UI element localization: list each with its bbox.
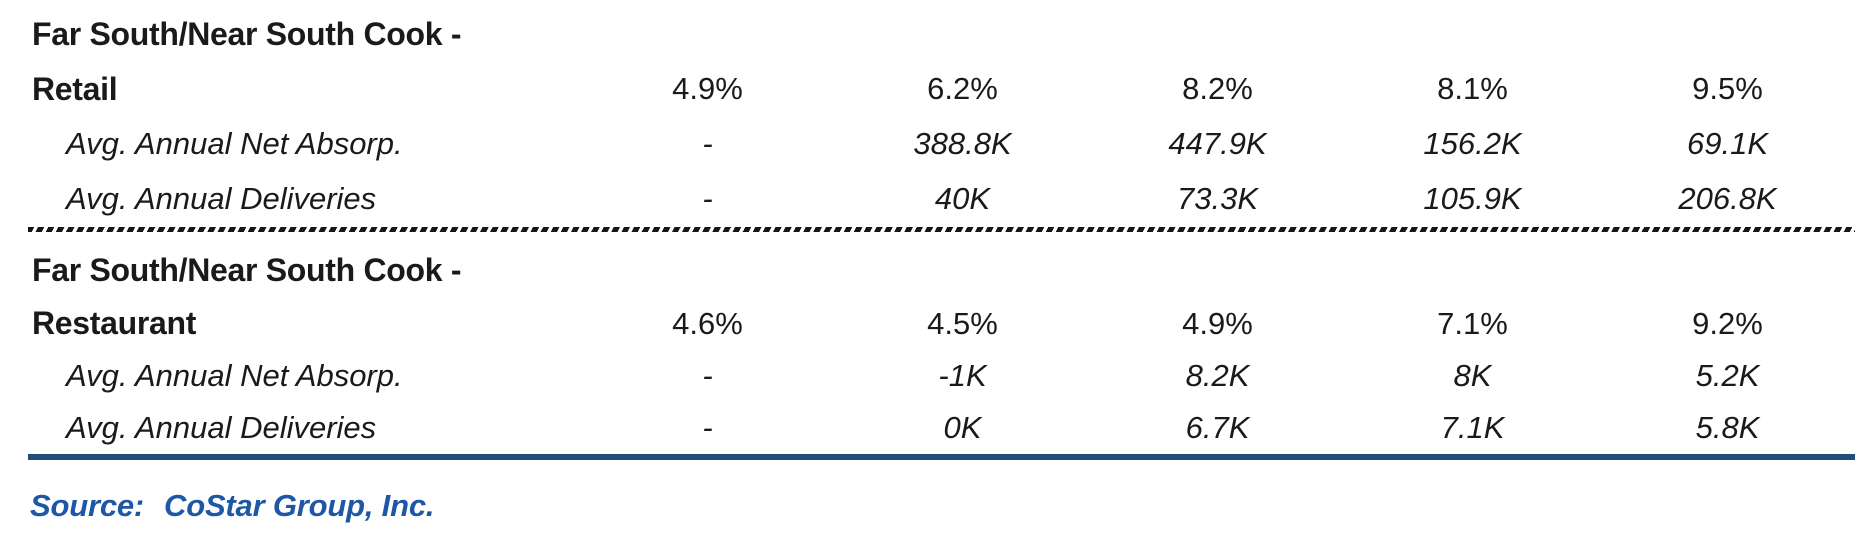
metric-value: 447.9K — [1168, 126, 1267, 162]
submarket-table: Far South/Near South Cook - Retail 4.9% … — [28, 0, 1855, 524]
table-row-deliveries: Avg. Annual Deliveries - 40K 73.3K 105.9… — [28, 172, 1855, 227]
source-text: CoStar Group, Inc. — [164, 488, 435, 523]
table-row-deliveries: Avg. Annual Deliveries - 0K 6.7K 7.1K 5.… — [28, 402, 1855, 454]
metric-value: 388.8K — [913, 126, 1012, 162]
section-restaurant-title-row: Far South/Near South Cook - — [28, 244, 1855, 298]
metric-value: 8.2K — [1185, 357, 1250, 393]
metric-value: 6.7K — [1185, 409, 1250, 445]
percent-value: 8.1% — [1437, 71, 1508, 107]
table-row-net-absorption: Avg. Annual Net Absorp. - 388.8K 447.9K … — [28, 117, 1855, 172]
metric-value: 5.8K — [1695, 409, 1760, 445]
metric-value: 5.2K — [1695, 357, 1760, 393]
section-retail-title-row: Far South/Near South Cook - — [28, 8, 1855, 62]
percent-value: 9.2% — [1692, 305, 1763, 341]
percent-value: 4.9% — [672, 71, 743, 107]
metric-label: Avg. Annual Deliveries — [66, 181, 377, 217]
section-restaurant: Far South/Near South Cook - Restaurant 4… — [28, 232, 1855, 454]
percent-value: 9.5% — [1692, 71, 1763, 107]
percent-value: 4.5% — [927, 305, 998, 341]
metric-label: Avg. Annual Net Absorp. — [66, 126, 403, 162]
metric-value: 7.1K — [1440, 409, 1505, 445]
table-row-net-absorption: Avg. Annual Net Absorp. - -1K 8.2K 8K 5.… — [28, 350, 1855, 402]
percent-value: 7.1% — [1437, 305, 1508, 341]
metric-value: 73.3K — [1176, 181, 1258, 217]
percent-value: 6.2% — [927, 71, 998, 107]
metric-value: 105.9K — [1423, 181, 1522, 217]
metric-value: - — [702, 409, 713, 445]
hatched-section-divider — [28, 227, 1855, 232]
metric-label: Avg. Annual Deliveries — [66, 409, 377, 445]
metric-value: - — [702, 126, 713, 162]
percent-value: 4.6% — [672, 305, 743, 341]
source-label: Source: — [30, 488, 145, 523]
section-title-line1: Far South/Near South Cook - — [32, 16, 462, 53]
section-retail: Far South/Near South Cook - Retail 4.9% … — [28, 0, 1855, 227]
metric-value: 156.2K — [1423, 126, 1522, 162]
metric-value: 206.8K — [1678, 181, 1777, 217]
metric-value: 8K — [1453, 357, 1492, 393]
metric-value: 69.1K — [1686, 126, 1768, 162]
percent-value: 8.2% — [1182, 71, 1253, 107]
metric-value: 40K — [934, 181, 991, 217]
metric-value: 0K — [943, 409, 982, 445]
table-row-retail-vacancy: Retail 4.9% 6.2% 8.2% 8.1% 9.5% — [28, 62, 1855, 117]
section-title-line2: Restaurant — [32, 305, 197, 342]
section-title-line2: Retail — [32, 70, 118, 107]
table-bottom-rule — [28, 454, 1855, 460]
metric-value: -1K — [938, 357, 987, 393]
source-line: Source: CoStar Group, Inc. — [30, 488, 1855, 524]
metric-value: - — [702, 181, 713, 217]
metric-label: Avg. Annual Net Absorp. — [66, 357, 403, 393]
metric-value: - — [702, 357, 713, 393]
section-title-line1: Far South/Near South Cook - — [32, 252, 462, 289]
percent-value: 4.9% — [1182, 305, 1253, 341]
table-row-restaurant-vacancy: Restaurant 4.6% 4.5% 4.9% 7.1% 9.2% — [28, 298, 1855, 350]
